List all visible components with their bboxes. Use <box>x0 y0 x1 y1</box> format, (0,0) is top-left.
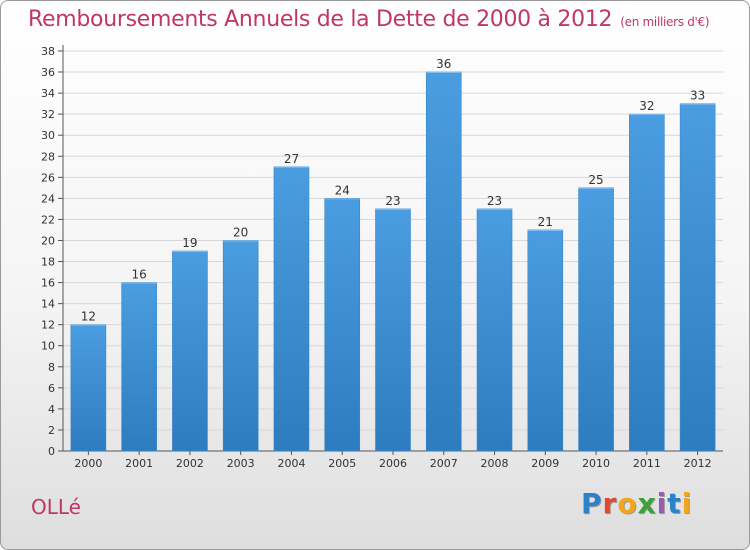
y-tick-label: 6 <box>48 382 55 395</box>
bar-value-label: 21 <box>538 215 553 229</box>
y-tick-label: 30 <box>41 129 55 142</box>
logo-letter: o <box>617 487 638 520</box>
bar-value-label: 25 <box>588 173 603 187</box>
x-tick-label: 2010 <box>582 457 610 470</box>
y-tick-label: 36 <box>41 66 55 79</box>
bar-value-label: 24 <box>335 183 350 197</box>
x-tick-label: 2012 <box>684 457 712 470</box>
y-tick-label: 32 <box>41 108 55 121</box>
bar-value-label: 19 <box>182 236 197 250</box>
x-tick-label: 2007 <box>430 457 458 470</box>
logo-letter: x <box>637 487 657 520</box>
bar-value-label: 36 <box>436 57 451 71</box>
logo-letter: i <box>656 487 668 520</box>
bar-value-label: 33 <box>690 89 705 103</box>
y-tick-label: 4 <box>48 403 55 416</box>
logo-letter: r <box>602 487 618 520</box>
bar-value-label: 20 <box>233 225 248 239</box>
y-tick-label: 26 <box>41 171 55 184</box>
chart-title-text: Remboursements Annuels de la Dette de 20… <box>28 7 613 32</box>
bar <box>70 324 107 452</box>
x-tick-label: 2006 <box>379 457 407 470</box>
y-tick-label: 14 <box>41 298 55 311</box>
chart-unit: (en milliers d'€) <box>620 15 710 29</box>
y-tick-label: 2 <box>48 424 55 437</box>
y-tick-label: 10 <box>41 340 55 353</box>
bar-value-label: 16 <box>132 268 147 282</box>
y-tick-label: 34 <box>41 87 55 100</box>
y-tick-label: 8 <box>48 361 55 374</box>
y-tick-label: 24 <box>41 192 55 205</box>
bar <box>578 187 614 452</box>
bar <box>679 103 716 452</box>
bar <box>476 208 513 452</box>
x-tick-label: 2002 <box>176 457 204 470</box>
bar <box>273 166 310 452</box>
chart-title: Remboursements Annuels de la Dette de 20… <box>28 7 710 32</box>
x-tick-label: 2001 <box>125 457 153 470</box>
y-tick-label: 20 <box>41 234 55 247</box>
commune-name: OLLé <box>31 495 81 519</box>
x-tick-label: 2011 <box>633 457 661 470</box>
y-tick-label: 38 <box>41 45 55 58</box>
x-tick-label: 2000 <box>74 457 102 470</box>
bar-value-label: 12 <box>81 310 96 324</box>
y-tick-label: 0 <box>48 445 55 458</box>
labels: 0246810121416182022242628303234363812200… <box>41 45 712 470</box>
bar <box>425 71 462 452</box>
x-tick-label: 2005 <box>328 457 356 470</box>
bar <box>121 282 157 452</box>
bar <box>629 113 665 452</box>
bar-value-label: 23 <box>487 194 502 208</box>
bar <box>527 229 564 452</box>
bar-value-label: 27 <box>284 152 299 166</box>
logo-letter: i <box>681 487 693 520</box>
x-tick-label: 2003 <box>227 457 255 470</box>
x-tick-label: 2004 <box>277 457 305 470</box>
logo-letter: P <box>581 487 603 520</box>
x-tick-label: 2009 <box>531 457 559 470</box>
y-tick-label: 28 <box>41 150 55 163</box>
bar-value-label: 32 <box>639 99 654 113</box>
bar <box>222 240 259 452</box>
y-tick-label: 12 <box>41 319 55 332</box>
bar <box>172 250 208 452</box>
proxiti-logo: Proxiti <box>581 487 692 520</box>
bar <box>324 198 361 452</box>
y-tick-label: 16 <box>41 277 55 290</box>
bar <box>375 208 411 452</box>
bars <box>70 71 716 452</box>
x-tick-label: 2008 <box>481 457 509 470</box>
bar-value-label: 23 <box>385 194 400 208</box>
y-tick-label: 18 <box>41 256 55 269</box>
logo-letter: t <box>667 487 682 520</box>
y-tick-label: 22 <box>41 213 55 226</box>
